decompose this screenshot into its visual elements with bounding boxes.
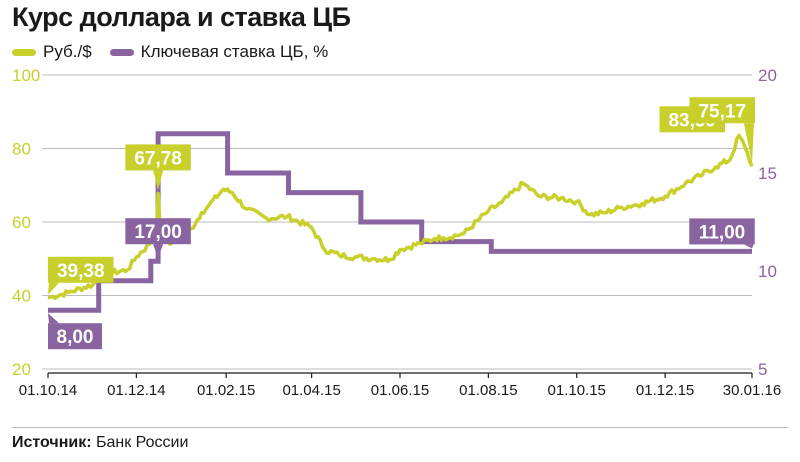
data-label-4: 8,00 xyxy=(57,327,94,348)
data-label-0: 39,38 xyxy=(57,261,105,282)
y-left-tick-2: 60 xyxy=(12,213,31,232)
divider xyxy=(12,427,788,428)
x-tick-4: 01.06.15 xyxy=(371,382,429,399)
x-tick-3: 01.04.15 xyxy=(282,382,340,399)
x-tick-2: 01.02.15 xyxy=(197,382,255,399)
x-tick-6: 01.10.15 xyxy=(548,382,606,399)
source-value: Банк России xyxy=(95,434,189,451)
data-label-pointer-6 xyxy=(743,244,754,249)
data-label-group-4: 8,00 xyxy=(48,313,102,350)
chart: 20 40 60 80 100 5 10 15 20 01.10.14 01.12.14 01.02.… xyxy=(12,66,781,399)
x-tick-8: 30.01.16 xyxy=(723,382,781,399)
y-left-tick-4: 100 xyxy=(12,66,40,85)
x-tick-0: 01.10.14 xyxy=(19,382,77,399)
chart-title: Курс доллара и ставка ЦБ xyxy=(12,2,351,32)
data-label-group-5: 17,00 xyxy=(125,218,191,259)
source-line: Источник: Банк России xyxy=(12,434,188,452)
legend-item-rub: Руб./$ xyxy=(12,42,92,62)
y-right-tick-1: 10 xyxy=(758,262,777,281)
data-label-pointer-0 xyxy=(48,282,59,295)
y-right-tick-3: 20 xyxy=(758,66,777,85)
legend-label-rub: Руб./$ xyxy=(43,42,92,61)
data-label-pointer-5 xyxy=(153,244,164,259)
data-label-1: 67,78 xyxy=(134,148,182,169)
data-label-box-1 xyxy=(125,144,191,171)
legend-swatch-rate xyxy=(109,48,134,56)
data-label-box-6 xyxy=(689,218,755,245)
data-label-box-5 xyxy=(125,218,191,245)
y-right-tick-0: 5 xyxy=(758,360,767,379)
y-left-tick-3: 80 xyxy=(12,140,31,159)
data-label-6: 11,00 xyxy=(699,222,746,243)
x-tick-5: 01.08.15 xyxy=(459,382,517,399)
legend-item-rate: Ключевая ставка ЦБ, % xyxy=(109,42,329,62)
y-left-tick-1: 40 xyxy=(12,287,31,306)
legend: Руб./$ Ключевая ставка ЦБ, % xyxy=(12,42,346,62)
data-label-pointer-4 xyxy=(48,313,59,324)
data-label-5: 17,00 xyxy=(134,222,182,243)
data-label-box-4 xyxy=(48,323,102,350)
data-label-group-0: 39,38 xyxy=(48,256,114,295)
x-tick-7: 01.12.15 xyxy=(636,382,694,399)
legend-swatch-rub xyxy=(12,48,36,56)
data-label-3: 75,17 xyxy=(698,101,746,122)
data-label-group-6: 11,00 xyxy=(689,218,755,249)
data-label-box-0 xyxy=(48,256,114,283)
data-label-pointer-1 xyxy=(153,170,164,191)
source-label: Источник: xyxy=(12,434,92,451)
data-label-group-1: 67,78 xyxy=(125,144,191,191)
data-label-group-3: 75,17 xyxy=(689,97,755,164)
data-label-pointer-3 xyxy=(744,123,754,164)
legend-label-rate: Ключевая ставка ЦБ, % xyxy=(140,42,329,61)
y-right-tick-2: 15 xyxy=(758,164,777,183)
data-label-box-3 xyxy=(689,97,755,124)
x-tick-1: 01.12.14 xyxy=(107,382,165,399)
y-left-tick-0: 20 xyxy=(12,360,31,379)
